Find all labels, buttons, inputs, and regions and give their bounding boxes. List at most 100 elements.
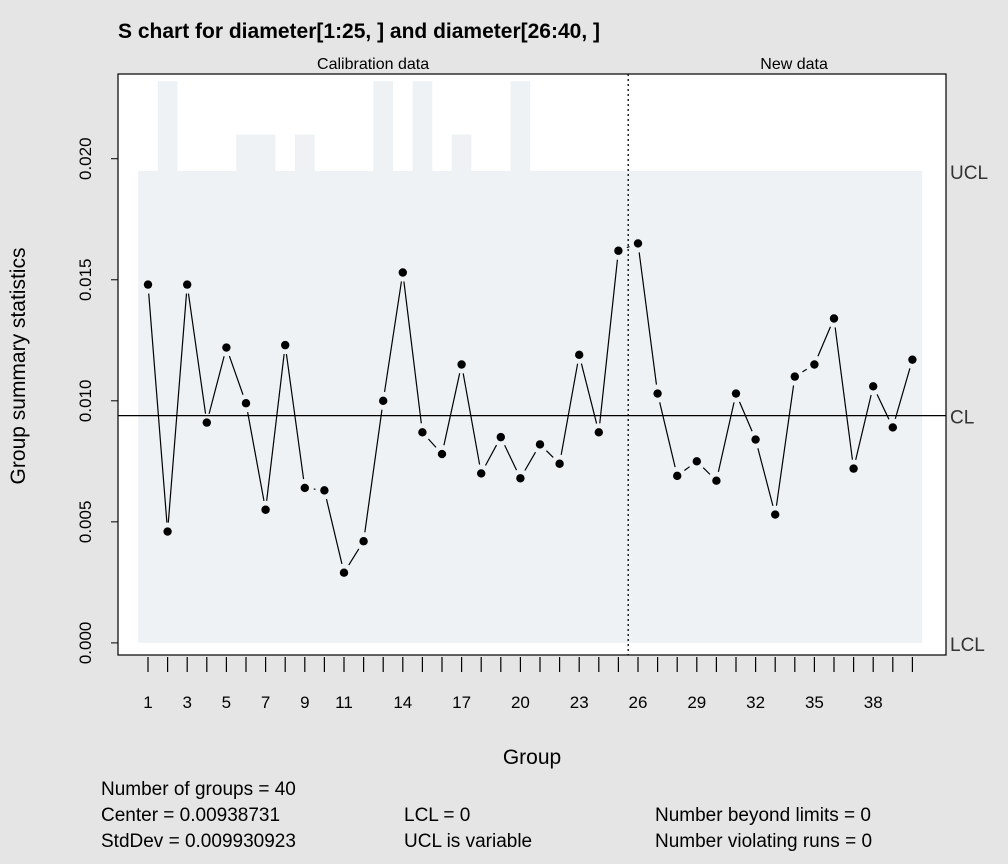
series-segment xyxy=(325,498,343,565)
series-segment xyxy=(285,353,305,480)
series-segment xyxy=(817,326,832,357)
ucl-band xyxy=(138,81,923,643)
series-segment xyxy=(484,444,498,466)
data-point xyxy=(751,435,760,444)
series-segment xyxy=(462,373,481,465)
x-tick-label: 7 xyxy=(261,693,270,712)
series-segment xyxy=(504,444,518,471)
series-segment xyxy=(775,385,795,506)
series-segment xyxy=(247,411,265,502)
plot-frame xyxy=(117,73,947,656)
series-segment xyxy=(702,467,711,475)
data-point xyxy=(888,423,897,432)
series-segment xyxy=(348,548,360,566)
data-point xyxy=(320,486,329,495)
data-point xyxy=(594,428,603,437)
data-point xyxy=(731,389,741,398)
y-tick-label: 0.020 xyxy=(76,137,95,180)
data-point xyxy=(771,510,780,519)
data-point xyxy=(379,396,388,406)
control-limit-band xyxy=(138,81,923,643)
chart-title: S chart for diameter[1:25, ] and diamete… xyxy=(118,20,600,43)
data-point xyxy=(241,399,251,408)
series-segment xyxy=(187,293,207,414)
series-segment xyxy=(757,448,774,507)
y-tick-label: 0.000 xyxy=(76,622,95,665)
data-point xyxy=(281,340,290,350)
data-point xyxy=(908,355,917,364)
series-segment xyxy=(876,394,890,420)
x-tick-label: 32 xyxy=(746,693,765,712)
data-point xyxy=(673,471,682,481)
data-point xyxy=(829,314,839,323)
x-tick-label: 9 xyxy=(300,693,309,712)
series-segment xyxy=(443,373,461,446)
data-point xyxy=(359,537,368,546)
data-point xyxy=(810,360,819,369)
series-segment xyxy=(834,327,854,460)
series-segment xyxy=(659,402,676,468)
series-segment xyxy=(427,438,437,448)
series-segment xyxy=(524,451,537,471)
y-tick-label: 0.015 xyxy=(76,258,95,301)
series-segment xyxy=(580,363,598,424)
data-point xyxy=(398,268,407,277)
limit-lines: UCL CL LCL xyxy=(118,163,988,656)
x-tick-label: 26 xyxy=(629,693,648,712)
data-point xyxy=(653,389,662,398)
x-tick-label: 17 xyxy=(452,693,471,712)
data-point xyxy=(633,239,643,248)
series-segment xyxy=(802,368,808,373)
data-point xyxy=(477,469,486,478)
series-segment xyxy=(855,394,872,460)
data-point xyxy=(849,464,858,473)
data-point xyxy=(614,246,623,255)
series-segment xyxy=(599,259,619,424)
data-point xyxy=(457,360,466,369)
data-point xyxy=(555,459,564,468)
x-tick-label: 11 xyxy=(335,693,353,712)
series-segment xyxy=(383,281,403,393)
data-point xyxy=(575,350,584,360)
x-tick-label: 1 xyxy=(143,693,152,712)
y-tick-label: 0.005 xyxy=(76,501,95,544)
x-tick-label: 38 xyxy=(864,693,883,712)
limit-label-lcl: LCL xyxy=(950,635,985,656)
x-axis-label: Group xyxy=(503,746,561,769)
data-point xyxy=(790,372,799,381)
data-point xyxy=(163,527,172,536)
series-segment xyxy=(208,356,225,415)
series-segment xyxy=(560,363,579,456)
y-axis-label: Group summary statistics xyxy=(7,248,30,485)
series-segment xyxy=(684,466,690,471)
limit-label-ucl: UCL xyxy=(950,163,988,184)
data-point xyxy=(712,476,721,485)
series-segment xyxy=(738,401,753,432)
x-tick-label: 14 xyxy=(393,693,412,712)
data-point xyxy=(261,505,270,514)
data-point xyxy=(437,449,447,459)
series-segment xyxy=(228,355,244,395)
data-point xyxy=(339,568,349,577)
data-point xyxy=(202,418,211,427)
series-segment xyxy=(626,246,630,249)
series-segment xyxy=(545,450,554,458)
limit-label-cl: CL xyxy=(950,408,974,429)
series-line xyxy=(143,239,917,577)
x-tick-label: 35 xyxy=(805,693,824,712)
series-segment xyxy=(266,353,285,501)
data-point xyxy=(535,440,545,449)
data-point xyxy=(869,382,878,391)
data-point xyxy=(143,280,153,289)
x-tick-label: 5 xyxy=(222,693,231,712)
series-segment xyxy=(403,281,422,424)
data-point xyxy=(496,432,505,442)
data-point xyxy=(516,474,525,483)
series-segment xyxy=(894,368,911,419)
data-point xyxy=(222,343,231,352)
y-tick-label: 0.010 xyxy=(76,380,95,423)
section-label: Calibration data xyxy=(317,56,429,73)
section-labels: Calibration data New data xyxy=(317,56,828,655)
